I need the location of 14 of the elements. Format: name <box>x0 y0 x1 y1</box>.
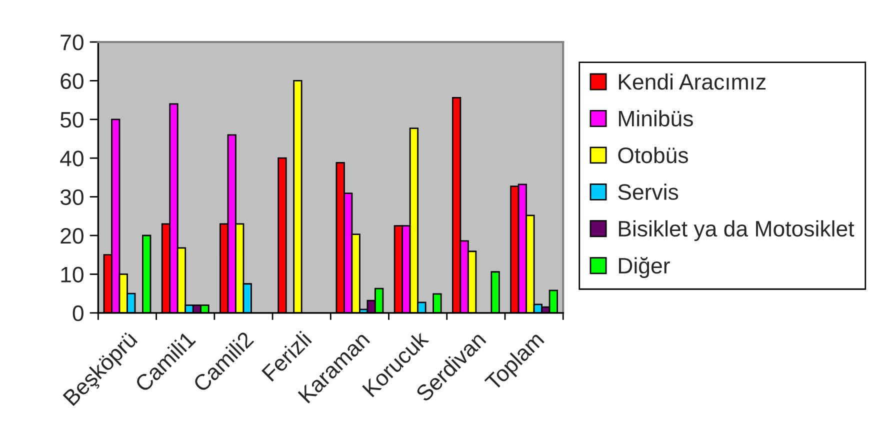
legend-label: Diğer <box>618 257 670 278</box>
legend-label: Bisiklet ya da Motosiklet <box>618 220 854 242</box>
legend-label: Servis <box>618 184 678 200</box>
y-tick-label: 40 <box>60 150 84 166</box>
y-tick-label: 50 <box>60 112 84 128</box>
y-tick-label: 20 <box>60 228 84 244</box>
legend-label: Minibüs <box>618 110 693 126</box>
y-tick-label: 70 <box>60 34 84 50</box>
legend-label: Otobüs <box>618 146 688 164</box>
y-tick-label: 10 <box>61 266 84 282</box>
legend-label: Kendi Aracımız <box>618 73 766 90</box>
y-tick-label: 0 <box>72 305 84 322</box>
y-tick-label: 30 <box>60 189 84 206</box>
y-tick-label: 60 <box>60 73 84 89</box>
